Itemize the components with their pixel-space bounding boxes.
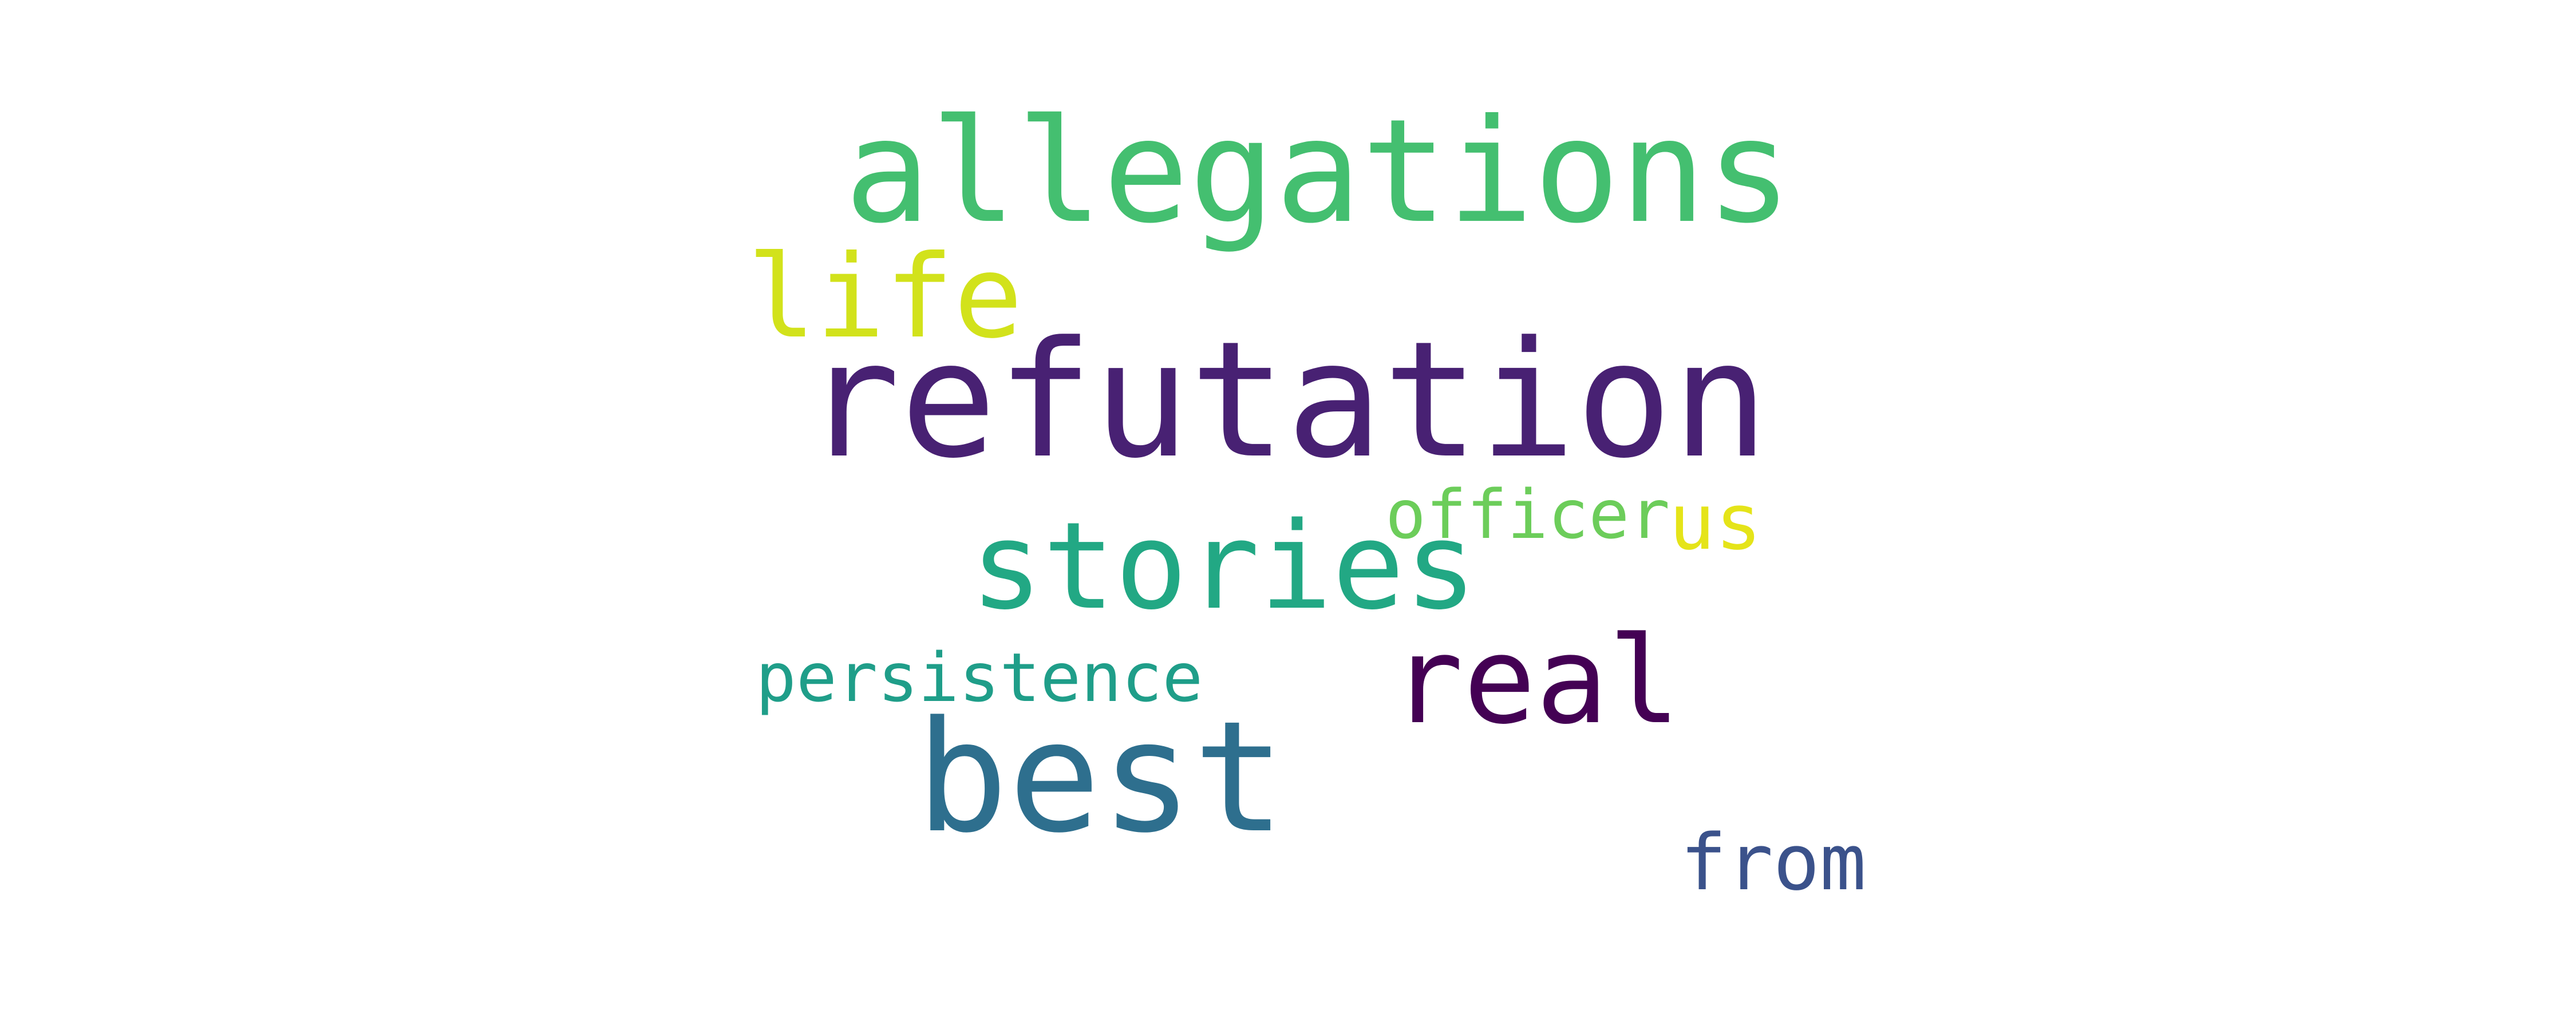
word-stories: stories — [970, 496, 1477, 636]
word-from: from — [1680, 818, 1867, 908]
word-real: real — [1391, 611, 1681, 751]
word-best: best — [916, 688, 1286, 867]
word-officer: officer — [1385, 475, 1670, 554]
word-us: us — [1669, 477, 1762, 567]
word-allegations: allegations — [844, 88, 1792, 255]
word-refutation: refutation — [804, 307, 1769, 494]
word-life: life — [747, 231, 1023, 364]
word-persistence: persistence — [756, 638, 1203, 717]
